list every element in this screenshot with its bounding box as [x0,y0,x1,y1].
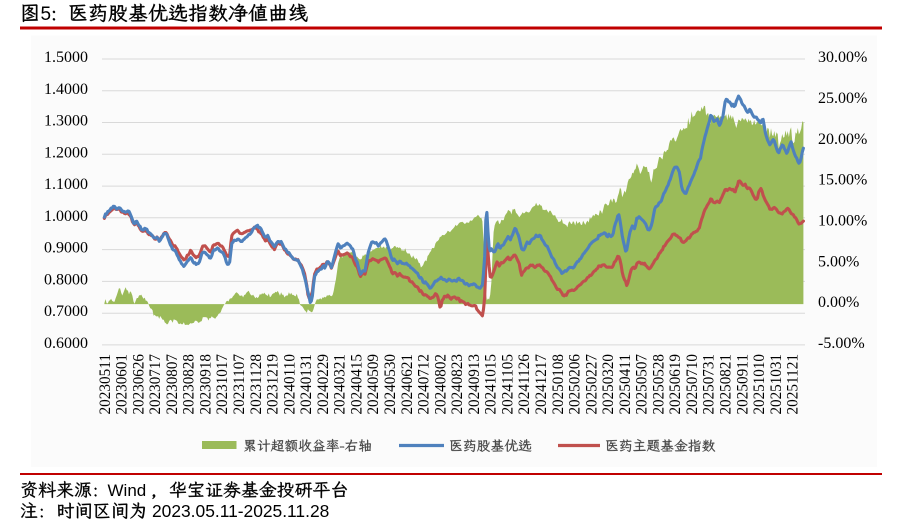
svg-text:-5.00%: -5.00% [818,335,865,352]
svg-text:0.8000: 0.8000 [44,271,88,288]
svg-text:20241015: 20241015 [483,354,500,415]
svg-text:20251010: 20251010 [751,354,768,415]
svg-text:20230511: 20230511 [97,354,114,415]
svg-text:20.00%: 20.00% [818,131,867,148]
svg-text:Wind: Wind [108,481,147,500]
svg-text:20250710: 20250710 [684,354,701,415]
svg-text:10.00%: 10.00% [818,213,867,230]
svg-text:20240229: 20240229 [315,354,332,415]
svg-text:1.0000: 1.0000 [44,208,88,225]
svg-text:15.00%: 15.00% [818,172,867,189]
svg-text:20230717: 20230717 [147,354,164,415]
svg-text:20250227: 20250227 [583,354,600,415]
svg-text:20240131: 20240131 [298,354,315,415]
svg-text:20250507: 20250507 [634,354,651,415]
svg-text:1.4000: 1.4000 [44,81,88,98]
svg-text:20250320: 20250320 [600,354,617,415]
svg-text:20230918: 20230918 [198,354,215,415]
svg-text:1.1000: 1.1000 [44,176,88,193]
svg-text:20250731: 20250731 [701,354,718,415]
svg-text:0.6000: 0.6000 [44,335,88,352]
svg-text:20250528: 20250528 [650,354,667,415]
svg-text:20230807: 20230807 [164,354,181,415]
svg-text:20250911: 20250911 [734,354,751,415]
svg-text:20240415: 20240415 [348,354,365,415]
svg-text:20250821: 20250821 [718,354,735,415]
svg-text:20240530: 20240530 [382,354,399,415]
svg-text:5: 5 [41,4,52,25]
svg-text:20241217: 20241217 [533,354,550,415]
svg-text:1.3000: 1.3000 [44,113,88,130]
svg-text:20230828: 20230828 [181,354,198,415]
svg-text:20230601: 20230601 [114,354,131,415]
svg-text:1.5000: 1.5000 [44,49,88,66]
svg-text:20250411: 20250411 [617,354,634,415]
svg-text:0.9000: 0.9000 [44,240,88,257]
svg-text:20251121: 20251121 [785,354,802,415]
svg-text:20240621: 20240621 [399,354,416,415]
svg-text:20251031: 20251031 [768,354,785,415]
svg-text:2023.05.11-2025.11.28: 2023.05.11-2025.11.28 [152,501,329,521]
svg-text:25.00%: 25.00% [818,90,867,107]
svg-text:20240509: 20240509 [365,354,382,415]
svg-text:20231219: 20231219 [265,354,282,415]
svg-text:20240802: 20240802 [432,354,449,415]
svg-text:20250619: 20250619 [667,354,684,415]
svg-text:0.00%: 0.00% [818,294,859,311]
svg-text:1.2000: 1.2000 [44,144,88,161]
svg-text:20230626: 20230626 [130,354,147,415]
svg-text:20241105: 20241105 [499,354,516,415]
svg-text:20250206: 20250206 [567,354,584,415]
svg-text:20250108: 20250108 [550,354,567,415]
svg-text:20240712: 20240712 [416,354,433,415]
svg-text:20231128: 20231128 [248,354,265,415]
svg-text:0.7000: 0.7000 [44,303,88,320]
svg-text:20240110: 20240110 [281,354,298,415]
svg-text:20240913: 20240913 [466,354,483,415]
svg-text:30.00%: 30.00% [818,49,867,66]
svg-text:20241126: 20241126 [516,354,533,415]
svg-text:20240823: 20240823 [449,354,466,415]
svg-text:20240321: 20240321 [332,354,349,415]
svg-text:5.00%: 5.00% [818,253,859,270]
svg-text:20231107: 20231107 [231,354,248,415]
svg-text:20231017: 20231017 [214,354,231,415]
